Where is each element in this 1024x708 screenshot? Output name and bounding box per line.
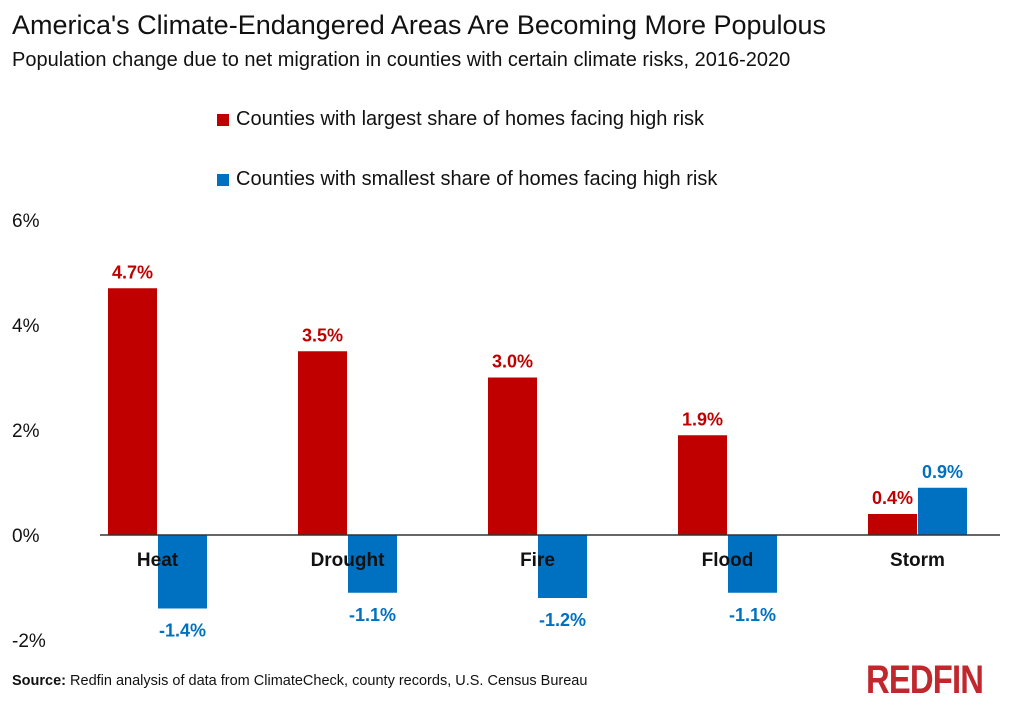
bar-largest-drought bbox=[298, 351, 347, 535]
bar-smallest-fire bbox=[538, 535, 587, 598]
legend-swatch-red bbox=[217, 113, 229, 126]
data-label: 0.4% bbox=[872, 488, 913, 508]
y-tick-label: 6% bbox=[12, 211, 40, 232]
legend-label: Counties with largest share of homes fac… bbox=[236, 108, 705, 130]
data-label: -1.1% bbox=[729, 605, 776, 625]
category-label-heat: Heat bbox=[137, 550, 179, 571]
bar-smallest-heat bbox=[158, 535, 207, 609]
category-label-fire: Fire bbox=[520, 550, 555, 571]
y-tick-label: 0% bbox=[12, 526, 40, 547]
bar-smallest-flood bbox=[728, 535, 777, 593]
category-label-drought: Drought bbox=[311, 550, 386, 571]
bar-smallest-drought bbox=[348, 535, 397, 593]
category-label-flood: Flood bbox=[702, 550, 754, 571]
chart-title: America's Climate-Endangered Areas Are B… bbox=[12, 10, 827, 40]
data-label: 3.5% bbox=[302, 325, 343, 345]
source-note: Source: Redfin analysis of data from Cli… bbox=[12, 673, 587, 689]
data-label: -1.4% bbox=[159, 621, 206, 641]
y-tick-label: 2% bbox=[12, 421, 40, 442]
y-tick-label: -2% bbox=[12, 631, 46, 652]
bar-largest-storm bbox=[868, 514, 917, 535]
y-tick-label: 4% bbox=[12, 316, 40, 337]
data-label: -1.1% bbox=[349, 605, 396, 625]
legend-label: Counties with smallest share of homes fa… bbox=[236, 168, 718, 190]
category-label-storm: Storm bbox=[890, 550, 945, 571]
bar-largest-heat bbox=[108, 288, 157, 535]
chart-subtitle: Population change due to net migration i… bbox=[12, 49, 791, 71]
data-label: 4.7% bbox=[112, 262, 153, 282]
legend-item-largest-share: Counties with largest share of homes fac… bbox=[217, 108, 704, 131]
redfin-logo: REDFIN bbox=[866, 658, 984, 702]
source-text: Redfin analysis of data from ClimateChec… bbox=[66, 673, 588, 689]
data-label: 3.0% bbox=[492, 352, 533, 372]
legend-item-smallest-share: Counties with smallest share of homes fa… bbox=[217, 168, 717, 191]
bar-largest-flood bbox=[678, 435, 727, 535]
bar-smallest-storm bbox=[918, 487, 967, 535]
legend-swatch-blue bbox=[217, 173, 229, 186]
bar-largest-fire bbox=[488, 377, 537, 535]
data-label: 1.9% bbox=[682, 409, 723, 429]
data-label: -1.2% bbox=[539, 610, 586, 630]
data-label: 0.9% bbox=[922, 462, 963, 482]
source-label: Source: bbox=[12, 673, 66, 689]
